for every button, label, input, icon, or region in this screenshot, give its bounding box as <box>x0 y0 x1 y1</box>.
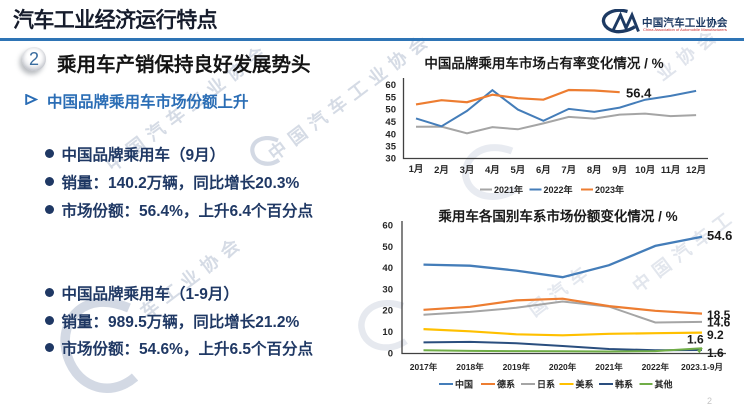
svg-text:7月: 7月 <box>561 165 576 176</box>
svg-text:2023.1-9月: 2023.1-9月 <box>681 362 723 372</box>
svg-text:50: 50 <box>385 105 396 116</box>
svg-text:2017年: 2017年 <box>410 362 438 372</box>
svg-text:0: 0 <box>388 348 393 359</box>
svg-text:2020年: 2020年 <box>549 362 577 372</box>
svg-text:40: 40 <box>382 263 393 274</box>
svg-text:56.4: 56.4 <box>626 86 652 101</box>
svg-text:2021年: 2021年 <box>494 184 523 195</box>
svg-text:11月: 11月 <box>661 165 681 176</box>
svg-text:2023年: 2023年 <box>595 184 624 195</box>
svg-text:10: 10 <box>382 327 393 338</box>
svg-text:美系: 美系 <box>576 379 594 390</box>
svg-text:12月: 12月 <box>686 165 706 176</box>
svg-text:日系: 日系 <box>537 379 555 390</box>
svg-text:8月: 8月 <box>587 165 602 176</box>
svg-text:2018年: 2018年 <box>456 362 484 372</box>
svg-text:韩系: 韩系 <box>615 379 633 390</box>
svg-text:2022年: 2022年 <box>544 184 573 195</box>
svg-text:德系: 德系 <box>497 379 515 390</box>
svg-text:54.6: 54.6 <box>707 228 732 243</box>
svg-text:1.6: 1.6 <box>687 333 704 347</box>
svg-text:中国品牌乘用车市场占有率变化情况 / %: 中国品牌乘用车市场占有率变化情况 / % <box>424 55 663 71</box>
svg-text:2月: 2月 <box>434 165 449 176</box>
svg-text:50: 50 <box>382 242 393 253</box>
svg-text:14.6: 14.6 <box>707 316 731 330</box>
svg-text:9月: 9月 <box>612 165 627 176</box>
svg-text:60: 60 <box>382 221 393 232</box>
svg-text:18.5: 18.5 <box>707 308 731 322</box>
svg-text:35: 35 <box>385 142 396 153</box>
svg-text:4月: 4月 <box>485 165 500 176</box>
svg-text:55: 55 <box>385 92 396 103</box>
svg-text:10月: 10月 <box>635 165 655 176</box>
svg-text:1.6: 1.6 <box>707 346 724 360</box>
svg-text:30: 30 <box>382 284 393 295</box>
svg-text:45: 45 <box>385 117 396 128</box>
svg-text:2019年: 2019年 <box>503 362 531 372</box>
svg-text:30: 30 <box>385 154 396 165</box>
svg-text:5月: 5月 <box>511 165 526 176</box>
svg-text:乘用车各国别车系市场份额变化情况 / %: 乘用车各国别车系市场份额变化情况 / % <box>437 208 677 224</box>
svg-text:40: 40 <box>385 129 396 140</box>
svg-text:60: 60 <box>385 80 396 91</box>
svg-text:2021年: 2021年 <box>595 362 623 372</box>
svg-text:3月: 3月 <box>460 165 475 176</box>
svg-text:1月: 1月 <box>409 164 424 175</box>
svg-text:2022年: 2022年 <box>642 362 670 372</box>
svg-text:6月: 6月 <box>536 165 551 176</box>
svg-text:20: 20 <box>382 306 393 317</box>
svg-text:中国: 中国 <box>455 379 473 390</box>
svg-text:9.2: 9.2 <box>707 328 724 342</box>
svg-text:其他: 其他 <box>655 379 673 390</box>
